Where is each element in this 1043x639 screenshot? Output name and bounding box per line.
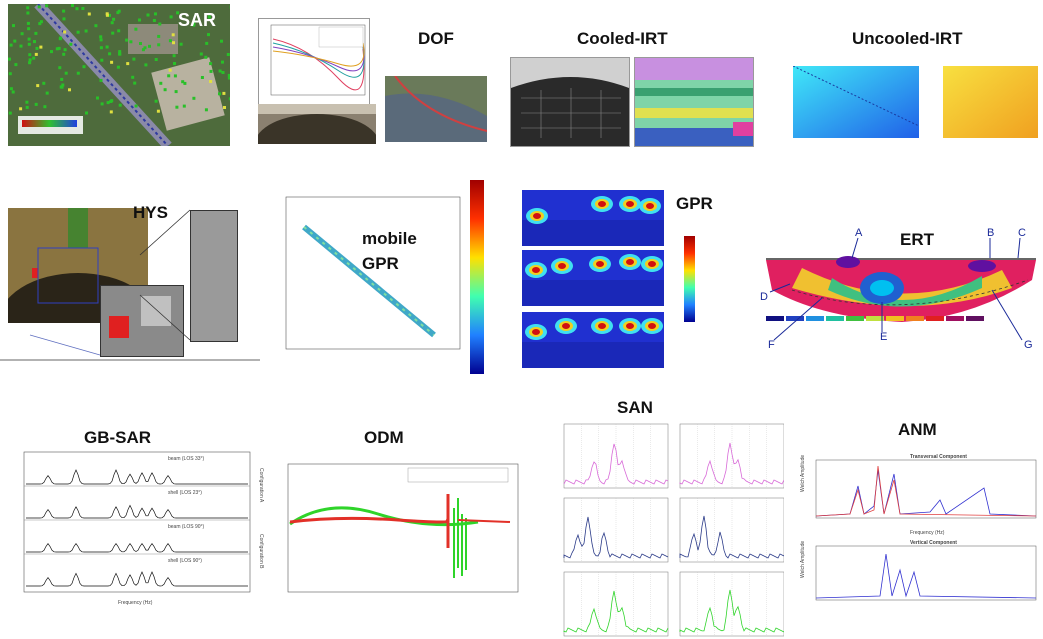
- label-odm: ODM: [364, 428, 404, 447]
- label-ert: ERT: [900, 230, 934, 249]
- anm-bottom-title: Vertical Component: [910, 540, 957, 546]
- dof-photo-river: [385, 76, 487, 142]
- gbsar-trace-label: shell (LOS 23°): [168, 490, 202, 496]
- san-spectrum: [679, 515, 784, 559]
- san-spectrum: [679, 442, 784, 485]
- gpr-radargram-2: [522, 250, 664, 306]
- anm-ylabel-bottom: Welch Amplitude: [800, 541, 806, 578]
- hys-zoom-1: [100, 285, 184, 357]
- san-spectrum: [563, 590, 669, 633]
- label-hys: HYS: [133, 203, 168, 222]
- label-gb-sar: GB-SAR: [84, 428, 152, 447]
- gbsar-trace: [26, 542, 248, 553]
- ert-marker-g: G: [1024, 339, 1033, 351]
- cooled-irt-grey: [510, 57, 630, 147]
- anm-ylabel-top: Welch Amplitude: [800, 455, 806, 492]
- mobile-gpr-colorbar: [470, 180, 484, 374]
- cooled-irt-thermal: [634, 57, 754, 147]
- uncooled-irt-blue: [793, 66, 919, 138]
- gbsar-trace-label: beam (LOS 33°): [168, 456, 205, 462]
- gpr-colorbar: [684, 236, 695, 322]
- label-anm: ANM: [898, 420, 937, 439]
- ert-marker-e: E: [880, 331, 887, 343]
- hys-zoom-2: [190, 210, 238, 342]
- ert-marker-a: A: [855, 228, 863, 239]
- ert-marker-d: D: [760, 291, 768, 303]
- label-uncooled-irt: Uncooled-IRT: [852, 29, 963, 48]
- label-dof: DOF: [418, 29, 454, 48]
- label-cooled-irt: Cooled-IRT: [577, 29, 668, 48]
- gbsar-config-b: Configuration B: [258, 534, 264, 569]
- san-spectrum: [563, 516, 669, 559]
- anm-xlabel-top: Frequency (Hz): [910, 530, 945, 536]
- gbsar-trace: [26, 504, 248, 519]
- label-san: SAN: [617, 398, 653, 417]
- uncooled-irt-yellow: [943, 66, 1038, 138]
- sar-aerial-image: [8, 4, 230, 146]
- gpr-radargram-3: [522, 312, 664, 368]
- anm-top-title: Transversal Component: [910, 454, 967, 460]
- san-spectrum: [679, 589, 784, 633]
- anm-chart: Transversal Component Welch Amplitude Fr…: [790, 450, 1040, 608]
- hys-zoom-lines: [0, 209, 260, 361]
- odm-chart: [278, 458, 524, 608]
- san-chart-grid: [556, 420, 784, 638]
- ert-marker-b: B: [987, 228, 994, 239]
- dof-chart: [258, 18, 370, 105]
- gbsar-config-a: Configuration A: [258, 468, 264, 503]
- ert-marker-c: C: [1018, 228, 1026, 239]
- gbsar-trace: [26, 469, 248, 485]
- san-spectrum: [563, 443, 669, 485]
- label-sar: SAR: [178, 10, 217, 30]
- gbsar-trace-label: beam (LOS 90°): [168, 524, 205, 530]
- label-gpr: GPR: [676, 194, 713, 213]
- ert-marker-f: F: [768, 339, 775, 351]
- gbsar-chart: beam (LOS 33°) shell (LOS 23°) beam (LOS 9…: [18, 448, 266, 608]
- gbsar-trace: [26, 571, 248, 587]
- gbsar-trace-label: shell (LOS 90°): [168, 558, 202, 564]
- mobile-gpr-plot: [282, 193, 464, 363]
- gbsar-xlabel: Frequency (Hz): [118, 600, 153, 606]
- dof-photo-tunnel: [258, 104, 376, 144]
- ert-section: A B C D E F G: [732, 228, 1042, 352]
- label-mobile-gpr: mobile GPR: [362, 229, 417, 273]
- gpr-radargram-1: [522, 190, 664, 246]
